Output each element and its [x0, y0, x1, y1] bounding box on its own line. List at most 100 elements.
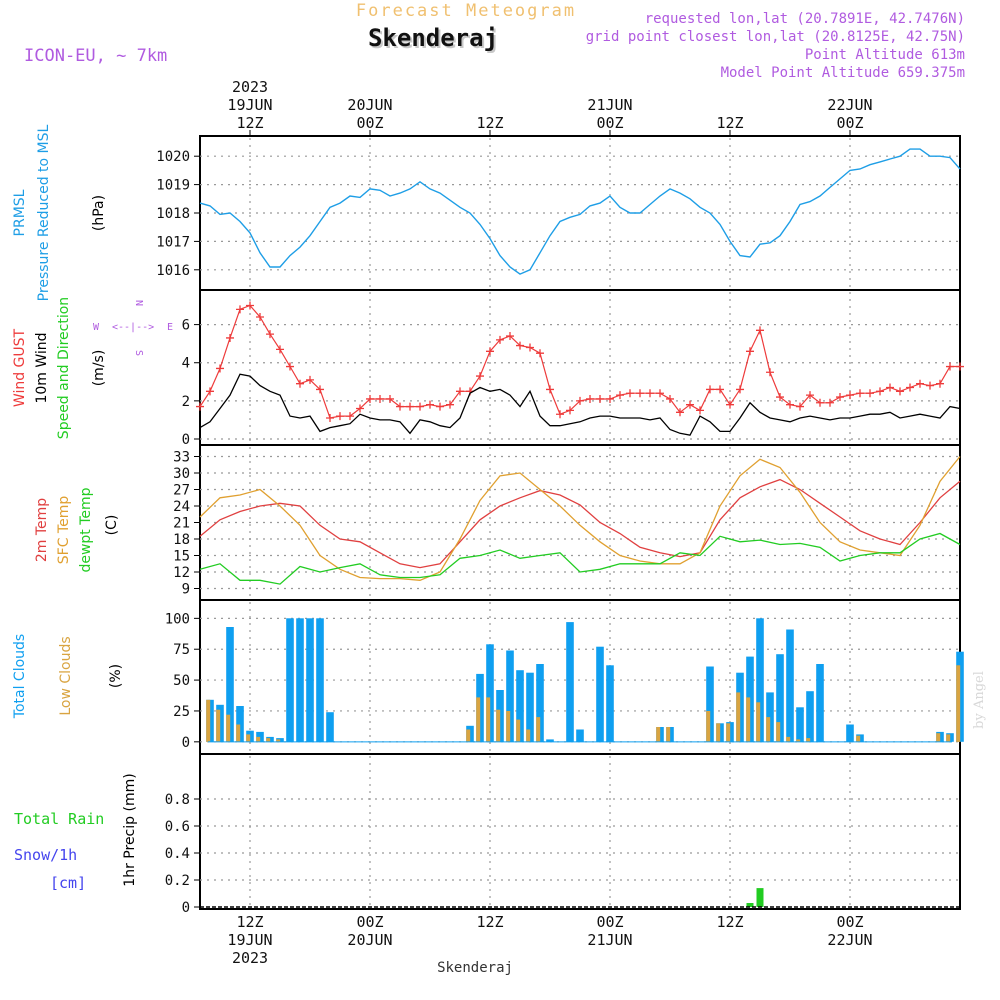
compass-east: E	[167, 322, 173, 333]
low-cloud-bar	[226, 714, 231, 742]
low-cloud-bar	[266, 738, 271, 742]
total-cloud-bar	[796, 707, 804, 742]
bottom-time-label: 12Z	[236, 913, 263, 931]
requested-coordinates: requested lon,lat (20.7891E, 42.7476N)	[645, 11, 965, 27]
compass-ew-arrows: <--|-->	[112, 322, 154, 333]
low-cloud-bar	[246, 734, 251, 742]
y-tick-label: 4	[182, 356, 190, 372]
y-tick-label: 15	[173, 549, 190, 565]
bottom-time-label: 19JUN	[227, 931, 272, 949]
low-cloud-bar	[936, 733, 941, 742]
pressure-line	[199, 148, 961, 275]
total-cloud-bar	[236, 706, 244, 742]
snow-label: Snow/1h	[14, 846, 77, 864]
model-altitude: Model Point Altitude 659.375m	[721, 65, 965, 81]
low-cloud-bar	[516, 719, 521, 742]
precip-panel-frame	[199, 753, 961, 910]
footer-location: Skenderaj	[437, 960, 513, 976]
gust-marker	[746, 347, 754, 356]
low-cloud-bar	[726, 723, 731, 742]
y-tick-label: 21	[173, 516, 190, 532]
y-tick-label: 18	[173, 532, 190, 548]
low-cloud-bar	[206, 699, 211, 742]
gust-marker	[586, 394, 594, 403]
top-time-label: 12Z	[716, 114, 743, 132]
top-time-label: 19JUN	[227, 96, 272, 114]
bottom-time-label: 12Z	[476, 913, 503, 931]
gust-marker	[336, 412, 344, 421]
total-cloud-bar	[596, 646, 604, 742]
low-cloud-bar	[476, 697, 481, 742]
gust-marker	[436, 402, 444, 411]
low-cloud-bar	[216, 709, 221, 742]
total-cloud-bar	[516, 670, 524, 742]
total-rain-label: Total Rain	[14, 810, 104, 828]
low-cloud-bar	[956, 665, 961, 742]
gust-marker	[536, 349, 544, 358]
wind-gust-label: Wind GUST	[12, 328, 28, 407]
y-tick-label: 0.2	[165, 873, 190, 889]
gust-marker	[896, 387, 904, 396]
y-tick-label: 1019	[156, 178, 190, 194]
gust-marker	[576, 396, 584, 405]
dewpt-line	[199, 532, 961, 585]
gust-marker	[806, 391, 814, 400]
total-clouds-label: Total Clouds	[12, 634, 28, 719]
gust-marker	[926, 381, 934, 390]
wind-10m-label: 10m Wind	[34, 332, 50, 403]
gust-marker	[296, 379, 304, 388]
cloud-labels: Total Clouds Low Clouds (%)	[12, 634, 124, 719]
low-cloud-bar	[716, 723, 721, 742]
gust-marker	[556, 410, 564, 419]
watermark: by Angel	[972, 671, 987, 729]
low-cloud-bar	[256, 736, 261, 742]
total-cloud-bar	[226, 627, 234, 742]
bottom-time-label: 2023	[232, 949, 268, 967]
temp-dewpt-label: dewpt Temp	[78, 487, 94, 572]
gust-marker	[516, 341, 524, 350]
gust-marker	[936, 379, 944, 388]
gust-marker	[346, 412, 354, 421]
total-cloud-bar	[706, 666, 714, 742]
gust-marker	[946, 362, 954, 371]
bottom-time-label: 12Z	[716, 913, 743, 931]
y-tick-label: 0.8	[165, 792, 190, 808]
gust-marker	[846, 391, 854, 400]
gust-marker	[256, 312, 264, 321]
total-cloud-bar	[546, 739, 554, 742]
y-tick-label: 27	[173, 483, 190, 499]
gust-marker	[756, 326, 764, 335]
gust-marker	[646, 389, 654, 398]
total-cloud-bar	[306, 618, 314, 742]
temp-2m-line	[199, 478, 961, 569]
y-tick-label: 12	[173, 565, 190, 581]
top-time-label: 00Z	[596, 114, 623, 132]
total-cloud-bar	[286, 618, 294, 742]
y-tick-label: 75	[173, 642, 190, 658]
gust-marker	[236, 305, 244, 314]
gust-marker	[616, 391, 624, 400]
gust-marker	[496, 335, 504, 344]
gust-marker	[376, 394, 384, 403]
gust-marker	[486, 347, 494, 356]
gust-marker	[836, 393, 844, 402]
low-cloud-bar	[706, 711, 711, 742]
point-altitude: Point Altitude 613m	[805, 47, 965, 63]
low-cloud-bar	[466, 729, 471, 742]
gust-marker	[766, 368, 774, 377]
gust-marker	[276, 345, 284, 354]
gust-marker	[716, 385, 724, 394]
y-tick-label: 0	[182, 432, 190, 448]
total-cloud-bar	[816, 664, 824, 742]
wind-line	[199, 373, 961, 436]
location-title: Skenderaj	[368, 24, 498, 52]
total-cloud-bar	[316, 618, 324, 742]
gust-marker	[816, 398, 824, 407]
gust-marker	[266, 330, 274, 339]
total-cloud-bar	[296, 618, 304, 742]
gust-marker	[506, 332, 514, 341]
pressure-labels: PRMSL Pressure Reduced to MSL (hPa)	[12, 124, 107, 301]
y-tick-label: 2	[182, 394, 190, 410]
